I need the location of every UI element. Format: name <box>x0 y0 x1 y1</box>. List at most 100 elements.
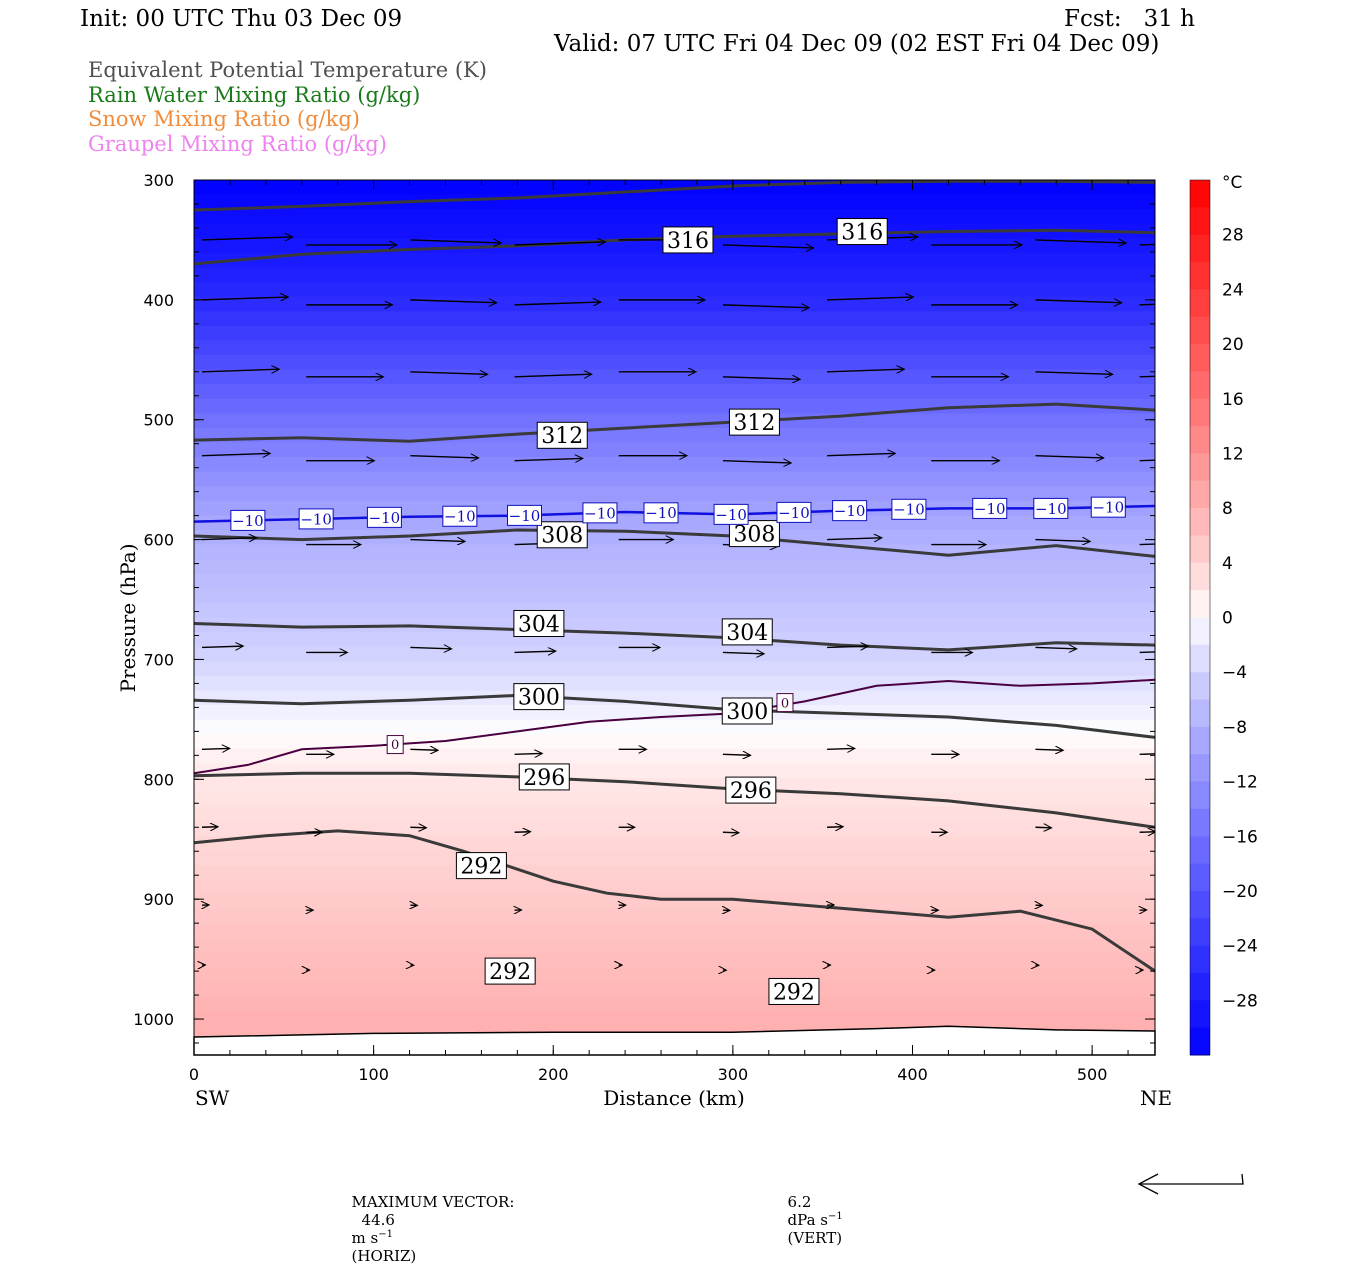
isotherm-minus10-label-text: −10 <box>300 510 332 528</box>
wind-vector <box>410 827 425 828</box>
temp-band <box>194 676 1155 691</box>
theta-e-label-text: 292 <box>460 855 502 880</box>
colorbar-tick-label: −20 <box>1222 882 1258 902</box>
colorbar-segment <box>1190 453 1210 481</box>
temp-band <box>194 209 1155 224</box>
colorbar-segment <box>1190 645 1210 673</box>
theta-e-label: 296 <box>726 777 776 804</box>
temp-band <box>194 457 1155 472</box>
isotherm-minus10-label-text: −10 <box>1092 499 1124 517</box>
sw-label: SW <box>195 1086 230 1110</box>
isotherm-minus10-label-text: −10 <box>974 500 1006 518</box>
colorbar-segment <box>1190 235 1210 263</box>
wind-vector <box>202 827 217 828</box>
max-vector-horiz-value: 44.6 <box>362 1211 395 1229</box>
colorbar-segment <box>1190 535 1210 563</box>
theta-e-label-text: 308 <box>541 524 583 549</box>
isotherm-minus10-label-text: −10 <box>645 504 677 522</box>
colorbar-segment <box>1190 289 1210 317</box>
colorbar-tick-label: 24 <box>1222 280 1244 300</box>
theta-e-label: 292 <box>456 853 506 880</box>
y-tick-label: 300 <box>143 171 174 190</box>
colorbar-segment <box>1190 836 1210 864</box>
theta-e-label-text: 296 <box>523 766 565 791</box>
x-axis-title: Distance (km) <box>603 1086 745 1110</box>
temp-band <box>194 603 1155 618</box>
max-vector-vert: 6.2 dPa s−1 (VERT) <box>778 1175 843 1247</box>
isotherm-minus10-label: −10 <box>777 502 811 522</box>
temp-band <box>194 384 1155 399</box>
colorbar-tick-label: 16 <box>1222 390 1244 410</box>
wind-vector <box>1035 827 1050 828</box>
colorbar-tick-label: 0 <box>1222 609 1233 629</box>
temp-band <box>194 793 1155 808</box>
temp-band <box>194 953 1155 968</box>
max-vector-vert-unit: dPa s <box>788 1211 828 1229</box>
colorbar-tick-label: 8 <box>1222 499 1233 519</box>
temp-band <box>194 749 1155 764</box>
temp-band <box>194 851 1155 866</box>
colorbar-tick-label: −4 <box>1222 663 1247 683</box>
colorbar-segment <box>1190 727 1210 755</box>
colorbar-segment <box>1190 864 1210 892</box>
temp-band <box>194 574 1155 589</box>
theta-e-label: 300 <box>722 698 772 725</box>
x-tick-label: 0 <box>189 1065 199 1084</box>
temp-band <box>194 763 1155 778</box>
y-tick-label: 600 <box>143 531 174 550</box>
temp-band <box>194 1011 1155 1026</box>
isotherm-minus10-label-text: −10 <box>1035 500 1067 518</box>
wind-vector <box>723 832 738 833</box>
theta-e-label-text: 304 <box>726 621 768 646</box>
theta-e-label: 292 <box>769 978 819 1005</box>
wind-vector <box>515 753 542 754</box>
temp-band <box>194 997 1155 1012</box>
isotherm-0-label-text: 0 <box>391 738 399 753</box>
y-tick-label: 700 <box>143 650 174 669</box>
isotherm-minus10-label-text: −10 <box>715 506 747 524</box>
isotherm-minus10-label-text: −10 <box>369 509 401 527</box>
temp-band <box>194 340 1155 355</box>
max-vector-vert-tag: (VERT) <box>788 1229 843 1247</box>
wind-vector <box>515 832 530 833</box>
temp-band <box>194 836 1155 851</box>
colorbar-segment <box>1190 563 1210 591</box>
y-tick-label: 900 <box>143 890 174 909</box>
temp-band <box>194 822 1155 837</box>
colorbar-segment <box>1190 754 1210 782</box>
colorbar-tick-label: 20 <box>1222 335 1244 355</box>
isotherm-minus10-label: −10 <box>443 506 477 526</box>
theta-e-label: 312 <box>537 422 587 449</box>
temp-band <box>194 282 1155 297</box>
isotherm-minus10-label: −10 <box>1091 497 1125 517</box>
x-tick-label: 500 <box>1077 1065 1108 1084</box>
colorbar-tick-label: −24 <box>1222 937 1258 957</box>
isotherm-minus10-label: −10 <box>644 503 678 523</box>
colorbar-tick-label: 4 <box>1222 554 1233 574</box>
theta-e-label: 292 <box>485 958 535 985</box>
isotherm-minus10-label: −10 <box>231 510 265 530</box>
theta-e-label: 304 <box>722 619 772 646</box>
colorbar-segment <box>1190 1028 1210 1056</box>
temp-band <box>194 618 1155 633</box>
temp-band <box>194 880 1155 895</box>
x-tick-label: 100 <box>358 1065 389 1084</box>
temp-band <box>194 924 1155 939</box>
isotherm-minus10-label-text: −10 <box>444 508 476 526</box>
max-vector-label: MAXIMUM VECTOR: 44.6 m s−1 (HORIZ) <box>342 1175 514 1265</box>
max-vector-vert-value: 6.2 <box>788 1193 812 1211</box>
theta-e-label-text: 300 <box>518 686 560 711</box>
theta-e-label-text: 312 <box>541 424 583 449</box>
max-vector-horiz-unit: m s <box>352 1229 379 1247</box>
colorbar-tick-label: −12 <box>1222 773 1258 793</box>
wind-vector <box>1140 832 1155 833</box>
temp-band <box>194 253 1155 268</box>
isotherm-0-label: 0 <box>387 736 403 754</box>
temp-band <box>194 968 1155 983</box>
temperature-fill <box>194 180 1155 1056</box>
isotherm-minus10-label: −10 <box>714 504 748 524</box>
colorbar-segment <box>1190 700 1210 728</box>
colorbar-segment <box>1190 317 1210 345</box>
colorbar-segment <box>1190 946 1210 974</box>
isotherm-minus10-label: −10 <box>1034 498 1068 518</box>
